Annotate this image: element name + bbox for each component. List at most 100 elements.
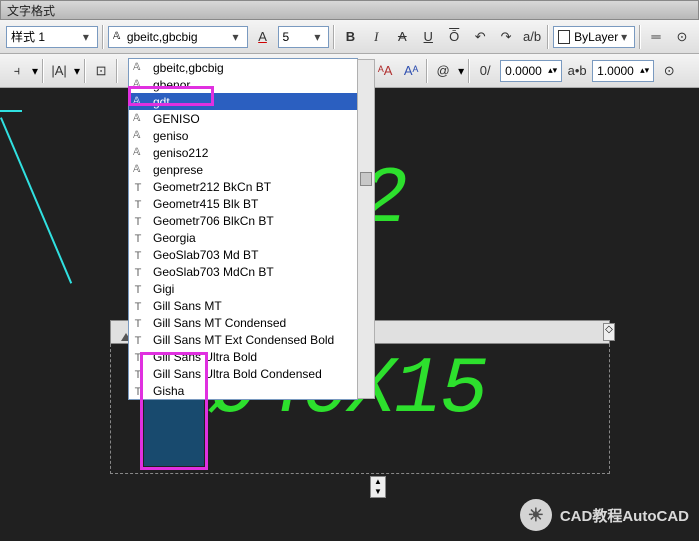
font-item-label: Gill Sans Ultra Bold Condensed [153, 367, 322, 381]
redo-button[interactable]: ↷ [495, 26, 517, 48]
font-item-label: Gill Sans Ultra Bold [153, 350, 257, 364]
strike-button[interactable]: A [391, 26, 413, 48]
underline-button[interactable]: U [417, 26, 439, 48]
overline-button[interactable]: Ō [443, 26, 465, 48]
font-dropdown-item[interactable]: 𝔸 GENISO [129, 110, 357, 127]
shx-font-icon: 𝔸 [133, 112, 147, 126]
ruler-button[interactable]: ═ [645, 26, 667, 48]
spinner-up-icon[interactable]: ▲ [371, 477, 385, 487]
font-item-label: gbeitc,gbcbig [153, 61, 224, 75]
stack-button[interactable]: a/b [521, 26, 543, 48]
chevron-down-icon: ▾ [458, 64, 464, 78]
truetype-font-icon: Ｔ [133, 316, 147, 330]
symbol-button[interactable]: @ [432, 60, 454, 82]
scrollbar-thumb[interactable] [360, 172, 372, 186]
chevron-down-icon: ▾ [74, 64, 80, 78]
tracking-icon: a•b [566, 60, 588, 82]
shx-font-icon: 𝔸 [133, 95, 147, 109]
more-options-button[interactable]: ⊙ [658, 60, 680, 82]
layer-name: ByLayer [574, 30, 618, 44]
tracking-input[interactable]: 1.0000 ▴▾ [592, 60, 654, 82]
font-dropdown-item[interactable]: Ｔ Gigi [129, 280, 357, 297]
font-item-label: GeoSlab703 MdCn BT [153, 265, 274, 279]
font-dropdown-item[interactable]: Ｔ GeoSlab703 Md BT [129, 246, 357, 263]
options-button[interactable]: ⊙ [671, 26, 693, 48]
font-dropdown-item[interactable]: Ｔ Geometr415 Blk BT [129, 195, 357, 212]
font-dropdown-item[interactable]: ＴGill Sans MT [129, 297, 357, 314]
shx-font-icon: 𝔸 [133, 61, 147, 75]
text-color-button[interactable]: A [252, 26, 274, 48]
chevron-down-icon: ▾ [229, 30, 243, 44]
font-dropdown-item[interactable]: 𝔸geniso [129, 127, 357, 144]
paragraph-button[interactable]: ⊡ [90, 60, 112, 82]
window-title: 文字格式 [7, 2, 55, 19]
text-format-toolbar-1: 样式 1 ▾ 𝔸 gbeitc,gbcbig ▾ A 5 ▾ B I A U Ō… [0, 20, 699, 54]
chevron-down-icon: ▾ [310, 30, 324, 44]
lowercase-button[interactable]: Aᴬ [400, 60, 422, 82]
uppercase-button[interactable]: ᴬA [374, 60, 396, 82]
font-dropdown-item[interactable]: Ｔ Gill Sans Ultra Bold Condensed [129, 365, 357, 382]
columns-button[interactable]: ⫞ [6, 60, 28, 82]
font-item-label: Gill Sans MT [153, 299, 222, 313]
italic-button[interactable]: I [365, 26, 387, 48]
font-item-label: Gisha [153, 384, 184, 398]
font-dropdown-item[interactable]: 𝔸geniso212 [129, 144, 357, 161]
font-dropdown-item[interactable]: Ｔ Gill Sans MT Condensed [129, 314, 357, 331]
font-dropdown-item[interactable]: ＴGill Sans MT Ext Condensed Bold [129, 331, 357, 348]
truetype-font-icon: Ｔ [133, 333, 147, 347]
dropdown-scrollbar[interactable] [357, 59, 375, 399]
bold-button[interactable]: B [339, 26, 361, 48]
spinner-icon: ▴▾ [640, 65, 649, 76]
font-item-label: GENISO [153, 112, 200, 126]
truetype-font-icon: Ｔ [133, 265, 147, 279]
text-style-combo[interactable]: 样式 1 ▾ [6, 26, 98, 48]
truetype-font-icon: Ｔ [133, 231, 147, 245]
font-dropdown-list[interactable]: 𝔸gbeitc,gbcbig𝔸gbenor𝔸gdt𝔸GENISO𝔸geniso𝔸… [128, 58, 358, 400]
font-item-label: GeoSlab703 Md BT [153, 248, 258, 262]
spinner-down-icon[interactable]: ▼ [371, 487, 385, 497]
font-item-label: Geometr212 BkCn BT [153, 180, 271, 194]
divider [639, 25, 641, 49]
font-item-label: gbenor [153, 78, 190, 92]
font-item-label: Gill Sans MT Condensed [153, 316, 286, 330]
font-combo[interactable]: 𝔸 gbeitc,gbcbig ▾ [108, 26, 248, 48]
truetype-font-icon: Ｔ [133, 180, 147, 194]
font-item-label: Gigi [153, 282, 174, 296]
oblique-angle-input[interactable]: 0.0000 ▴▾ [500, 60, 562, 82]
divider [42, 59, 44, 83]
mtext-justify-button[interactable]: |A| [48, 60, 70, 82]
shx-font-icon: 𝔸 [113, 30, 127, 44]
font-dropdown-item[interactable]: Ｔ Geometr212 BkCn BT [129, 178, 357, 195]
font-dropdown-item[interactable]: 𝔸gdt [129, 93, 357, 110]
font-dropdown-item[interactable]: Ｔ GeoSlab703 MdCn BT [129, 263, 357, 280]
font-item-label: Geometr415 Blk BT [153, 197, 258, 211]
font-dropdown-item[interactable]: ＴGisha [129, 382, 357, 399]
layer-color-combo[interactable]: ByLayer ▾ [553, 26, 635, 48]
truetype-font-icon: Ｔ [133, 197, 147, 211]
cad-line [0, 110, 22, 112]
ruler-end-handle[interactable]: ◇ [603, 323, 615, 341]
shx-font-icon: 𝔸 [133, 78, 147, 92]
column-height-spinner[interactable]: ▲ ▼ [370, 476, 386, 498]
truetype-font-icon: Ｔ [133, 214, 147, 228]
oblique-angle-icon: 0/ [474, 60, 496, 82]
text-size-value: 5 [283, 30, 290, 44]
font-item-label: gdt [153, 95, 170, 109]
font-item-label: geniso212 [153, 146, 208, 160]
font-dropdown-item[interactable]: ＴGeometr706 BlkCn BT [129, 212, 357, 229]
text-format-titlebar: 文字格式 [0, 0, 699, 20]
truetype-font-icon: Ｔ [133, 367, 147, 381]
chevron-down-icon: ▾ [79, 30, 93, 44]
truetype-font-icon: Ｔ [133, 282, 147, 296]
truetype-font-icon: Ｔ [133, 350, 147, 364]
font-dropdown-item[interactable]: Ｔ Gill Sans Ultra Bold [129, 348, 357, 365]
shx-font-icon: 𝔸 [133, 163, 147, 177]
text-size-combo[interactable]: 5 ▾ [278, 26, 330, 48]
oblique-value: 0.0000 [505, 64, 542, 78]
truetype-font-icon: Ｔ [133, 248, 147, 262]
font-dropdown-item[interactable]: ＴGeorgia [129, 229, 357, 246]
font-dropdown-item[interactable]: 𝔸gbenor [129, 76, 357, 93]
font-dropdown-item[interactable]: 𝔸genprese [129, 161, 357, 178]
font-dropdown-item[interactable]: 𝔸gbeitc,gbcbig [129, 59, 357, 76]
undo-button[interactable]: ↶ [469, 26, 491, 48]
